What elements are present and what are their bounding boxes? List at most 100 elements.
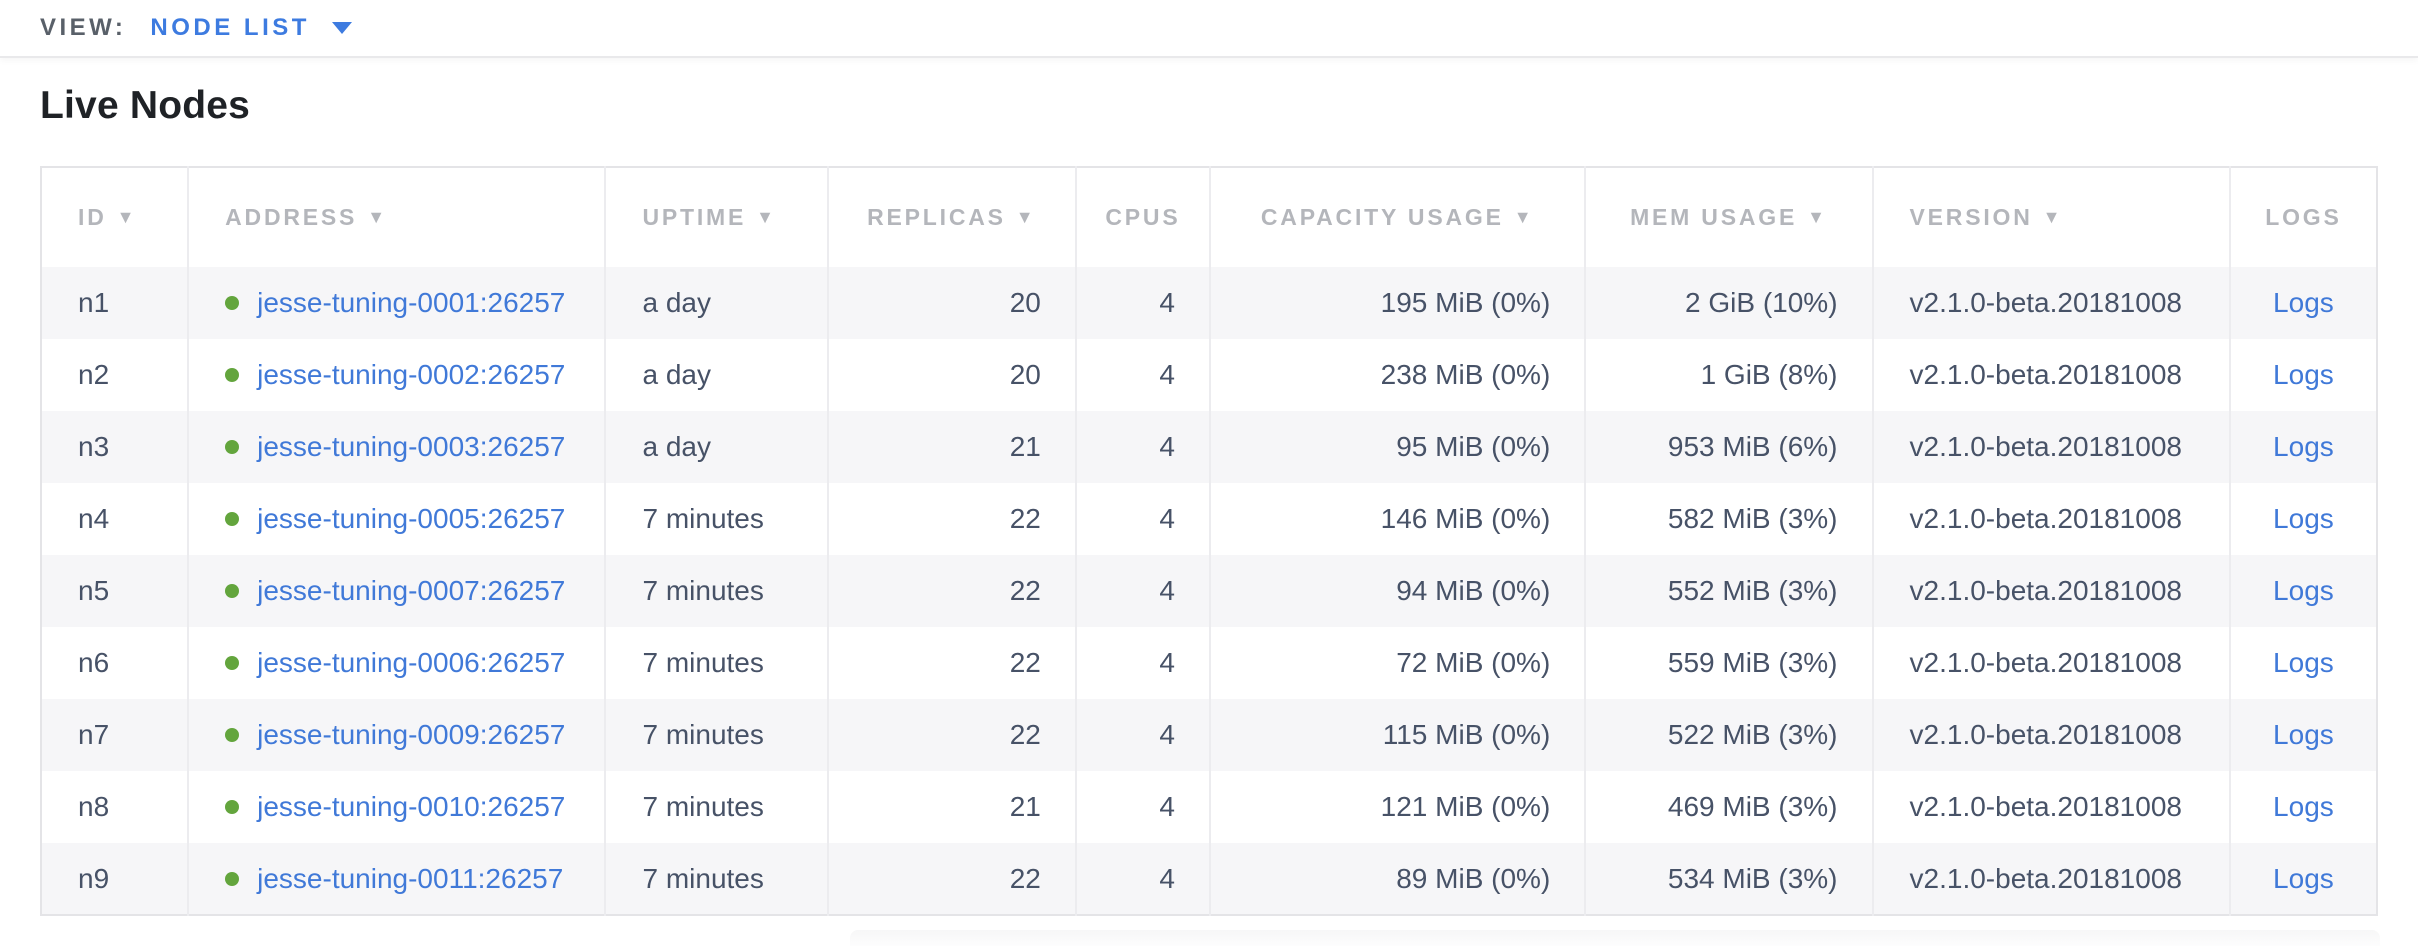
cell-replicas: 21 <box>826 411 1076 483</box>
cell-uptime: a day <box>604 267 828 339</box>
cell-address: jesse-tuning-0001:26257 <box>187 267 606 339</box>
cell-cpus: 4 <box>1074 699 1210 771</box>
node-table-body: n1 jesse-tuning-0001:26257 a day 20 4 19… <box>41 267 2377 915</box>
cell-cpus: 4 <box>1074 771 1210 843</box>
cell-logs: Logs <box>2228 267 2377 339</box>
cell-logs: Logs <box>2228 555 2377 627</box>
logs-link[interactable]: Logs <box>2273 287 2334 318</box>
cell-capacity-usage: 72 MiB (0%) <box>1208 627 1586 699</box>
address-link[interactable]: jesse-tuning-0002:26257 <box>257 359 566 390</box>
column-header-replicas[interactable]: REPLICAS ▼ <box>826 167 1076 267</box>
column-header-address[interactable]: ADDRESS ▼ <box>187 167 606 267</box>
cell-cpus: 4 <box>1074 555 1210 627</box>
address-link[interactable]: jesse-tuning-0011:26257 <box>257 862 564 894</box>
node-live-dot-icon <box>225 656 240 670</box>
cell-replicas: 22 <box>826 843 1076 915</box>
chevron-down-icon <box>331 22 352 34</box>
view-bar: VIEW: NODE LIST <box>0 0 2418 58</box>
cell-version: v2.1.0-beta.20181008 <box>1871 339 2230 411</box>
cell-uptime: 7 minutes <box>604 699 828 771</box>
sort-desc-icon: ▼ <box>756 207 777 227</box>
sort-desc-icon: ▼ <box>367 207 388 227</box>
sort-desc-icon: ▼ <box>2042 207 2064 227</box>
cell-uptime: 7 minutes <box>604 555 828 627</box>
logs-link[interactable]: Logs <box>2273 647 2334 678</box>
cell-replicas: 22 <box>826 555 1076 627</box>
cell-capacity-usage: 121 MiB (0%) <box>1208 771 1586 843</box>
cell-capacity-usage: 94 MiB (0%) <box>1208 555 1586 627</box>
logs-link[interactable]: Logs <box>2273 862 2334 894</box>
column-header-cpus: CPUS <box>1074 167 1210 267</box>
cell-node-id: n1 <box>78 287 110 318</box>
cell-node-id: n5 <box>78 575 110 606</box>
logs-link[interactable]: Logs <box>2273 503 2334 534</box>
logs-link[interactable]: Logs <box>2273 791 2334 822</box>
cell-cpus: 4 <box>1074 483 1210 555</box>
sort-desc-icon: ▼ <box>1807 207 1828 227</box>
column-header-capacity-usage[interactable]: CAPACITY USAGE ▼ <box>1208 167 1586 267</box>
cell-mem-usage: 522 MiB (3%) <box>1584 699 1873 771</box>
view-selector-dropdown[interactable]: NODE LIST <box>150 14 352 42</box>
address-link[interactable]: jesse-tuning-0003:26257 <box>257 431 566 462</box>
cell-version: v2.1.0-beta.20181008 <box>1871 699 2230 771</box>
cell-mem-usage: 469 MiB (3%) <box>1584 771 1873 843</box>
cell-mem-usage: 2 GiB (10%) <box>1584 267 1873 339</box>
cell-uptime: a day <box>604 339 828 411</box>
address-link[interactable]: jesse-tuning-0001:26257 <box>257 287 566 318</box>
cell-mem-usage: 534 MiB (3%) <box>1584 843 1873 915</box>
column-header-mem-usage[interactable]: MEM USAGE ▼ <box>1584 167 1873 267</box>
address-link[interactable]: jesse-tuning-0010:26257 <box>257 791 566 822</box>
cell-replicas: 20 <box>826 339 1076 411</box>
cell-address: jesse-tuning-0006:26257 <box>187 627 606 699</box>
cell-version: v2.1.0-beta.20181008 <box>1871 843 2230 915</box>
logs-link[interactable]: Logs <box>2273 575 2334 606</box>
logs-link[interactable]: Logs <box>2273 719 2334 750</box>
address-link[interactable]: jesse-tuning-0007:26257 <box>257 575 566 606</box>
cell-logs: Logs <box>2228 627 2377 699</box>
address-link[interactable]: jesse-tuning-0009:26257 <box>257 719 566 750</box>
cell-uptime: 7 minutes <box>604 843 828 915</box>
column-label: ADDRESS <box>225 204 358 230</box>
view-label: VIEW: <box>40 14 127 41</box>
node-live-dot-icon <box>225 728 240 742</box>
cell-cpus: 4 <box>1074 267 1210 339</box>
node-live-dot-icon <box>225 512 240 526</box>
column-header-uptime[interactable]: UPTIME ▼ <box>604 167 828 267</box>
column-label: CPUS <box>1105 204 1181 230</box>
cell-cpus: 4 <box>1074 339 1210 411</box>
cell-capacity-usage: 89 MiB (0%) <box>1208 843 1586 915</box>
logs-link[interactable]: Logs <box>2273 431 2334 462</box>
cell-node-id: n7 <box>78 719 110 750</box>
cell-version: v2.1.0-beta.20181008 <box>1871 627 2230 699</box>
cell-cpus: 4 <box>1074 411 1210 483</box>
cell-uptime: 7 minutes <box>604 627 828 699</box>
live-nodes-table: ID ▼ ADDRESS ▼ UPTIME ▼ REPLICAS ▼ CPUS CAPA… <box>40 166 2378 916</box>
cell-node-id: n8 <box>78 791 110 822</box>
cell-uptime: 7 minutes <box>604 771 828 843</box>
cell-cpus: 4 <box>1074 843 1210 915</box>
cell-node-id: n2 <box>78 359 110 390</box>
table-row: n1 jesse-tuning-0001:26257 a day 20 4 19… <box>41 267 2377 339</box>
column-label: CAPACITY USAGE <box>1260 204 1504 230</box>
cell-node-id: n3 <box>78 431 110 462</box>
cell-version: v2.1.0-beta.20181008 <box>1871 555 2230 627</box>
table-row: n4 jesse-tuning-0005:26257 7 minutes 22 … <box>41 483 2377 555</box>
column-header-version[interactable]: VERSION ▼ <box>1871 167 2230 267</box>
logs-link[interactable]: Logs <box>2273 359 2334 390</box>
cell-capacity-usage: 95 MiB (0%) <box>1208 411 1586 483</box>
cell-node-id: n4 <box>78 503 110 534</box>
column-header-id[interactable]: ID ▼ <box>41 167 189 267</box>
node-live-dot-icon <box>225 871 240 886</box>
cell-address: jesse-tuning-0007:26257 <box>187 555 606 627</box>
table-row: n5 jesse-tuning-0007:26257 7 minutes 22 … <box>41 555 2377 627</box>
node-live-dot-icon <box>225 368 240 382</box>
address-link[interactable]: jesse-tuning-0005:26257 <box>257 503 566 534</box>
table-row: n6 jesse-tuning-0006:26257 7 minutes 22 … <box>41 627 2377 699</box>
table-header-row: ID ▼ ADDRESS ▼ UPTIME ▼ REPLICAS ▼ CPUS CAPA… <box>41 167 2377 267</box>
cell-capacity-usage: 146 MiB (0%) <box>1208 483 1586 555</box>
address-link[interactable]: jesse-tuning-0006:26257 <box>257 647 566 678</box>
cell-address: jesse-tuning-0010:26257 <box>187 771 606 843</box>
column-label: REPLICAS <box>867 204 1006 230</box>
node-live-dot-icon <box>225 584 240 598</box>
cell-capacity-usage: 238 MiB (0%) <box>1208 339 1586 411</box>
